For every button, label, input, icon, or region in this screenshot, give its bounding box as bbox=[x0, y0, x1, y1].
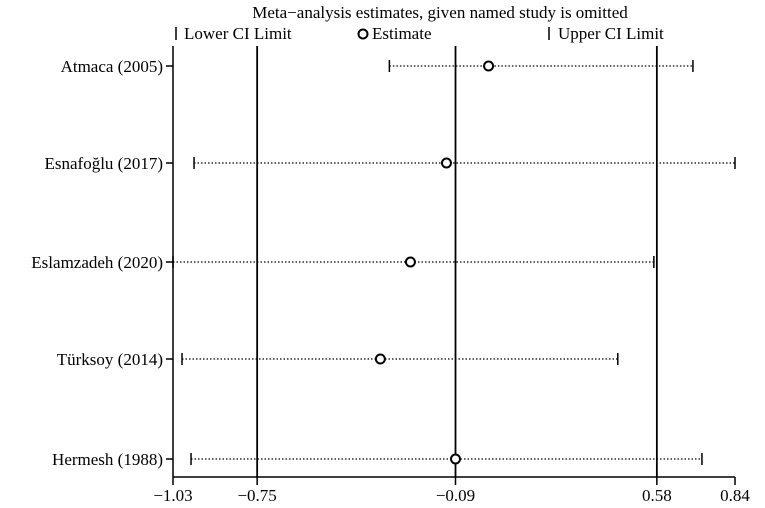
x-tick-label-0: −1.03 bbox=[153, 486, 192, 505]
study-label-3: Türksoy (2014) bbox=[57, 350, 163, 369]
x-tick-label-2: −0.09 bbox=[436, 486, 475, 505]
legend-estimate-label: Estimate bbox=[372, 24, 431, 43]
x-tick-label-3: 0.58 bbox=[642, 486, 672, 505]
estimate-point-1 bbox=[440, 157, 452, 169]
study-label-1: Esnafoğlu (2017) bbox=[44, 154, 163, 173]
legend-upper-label: Upper CI Limit bbox=[558, 24, 664, 43]
study-label-2: Eslamzadeh (2020) bbox=[31, 253, 163, 272]
legend: Lower CI Limit Estimate Upper CI Limit bbox=[175, 24, 664, 43]
x-tick-label-1: −0.75 bbox=[237, 486, 276, 505]
chart-title: Meta−analysis estimates, given named stu… bbox=[252, 3, 628, 22]
estimate-point-4 bbox=[450, 453, 462, 465]
plot-area: −1.03 −0.75 −0.09 0.58 0.84 Atmaca (2005) Esna… bbox=[31, 46, 750, 505]
study-label-4: Hermesh (1988) bbox=[52, 450, 163, 469]
estimate-point-0 bbox=[483, 60, 495, 72]
study-label-0: Atmaca (2005) bbox=[61, 57, 163, 76]
legend-lower-label: Lower CI Limit bbox=[184, 24, 292, 43]
legend-estimate-marker bbox=[357, 28, 369, 40]
estimate-point-2 bbox=[404, 256, 416, 268]
x-tick-label-4: 0.84 bbox=[720, 486, 750, 505]
estimate-point-3 bbox=[374, 353, 386, 365]
